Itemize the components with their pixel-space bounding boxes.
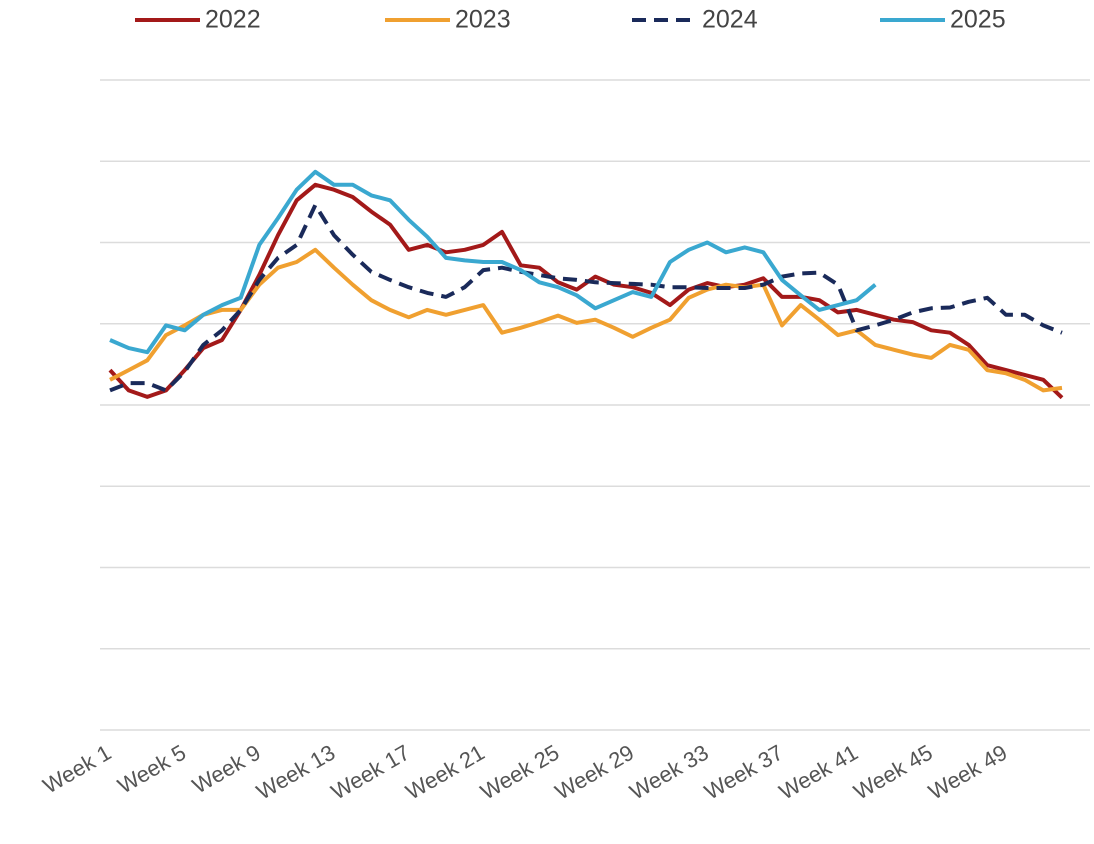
x-tick-label: Week 13 [252,740,339,805]
x-tick-label: Week 1 [39,740,116,799]
x-tick-label: Week 5 [113,740,190,799]
legend-label: 2022 [205,6,261,34]
x-tick-label: Week 33 [625,740,712,805]
x-tick-label: Week 41 [775,740,862,805]
x-tick-label: Week 17 [327,740,414,805]
x-tick-label: Week 49 [924,740,1011,805]
legend-label: 2023 [455,6,511,34]
x-tick-label: Week 25 [476,740,563,805]
x-tick-label: Week 9 [188,740,265,799]
x-tick-label: Week 21 [401,740,488,805]
series-line [109,247,1063,393]
legend-label: 2024 [702,6,758,34]
series-line [109,169,877,355]
x-tick-label: Week 29 [551,740,638,805]
x-tick-label: Week 45 [849,740,936,805]
x-tick-label: Week 37 [700,740,787,805]
series-line [109,203,1063,393]
legend-label: 2025 [950,6,1006,34]
